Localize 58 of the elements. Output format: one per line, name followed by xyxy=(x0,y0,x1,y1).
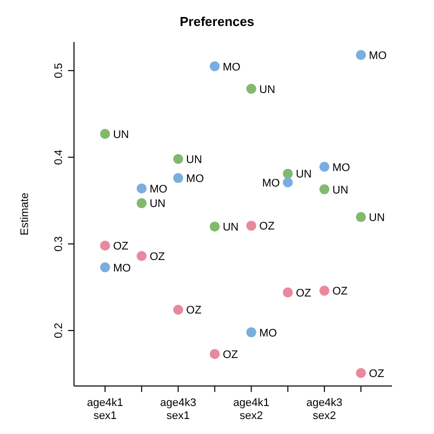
y-tick-label: 0.5 xyxy=(53,62,65,78)
point xyxy=(282,168,293,179)
point xyxy=(356,50,366,60)
point xyxy=(173,304,184,315)
point xyxy=(173,173,184,184)
point xyxy=(136,251,147,262)
text: UN xyxy=(296,168,312,181)
text: OZ xyxy=(368,368,384,380)
point xyxy=(282,287,293,298)
y-axis-title: Estimate xyxy=(18,192,31,236)
text: UN xyxy=(259,84,276,96)
point xyxy=(356,212,366,222)
x-tick-label: age4k1 sex2 xyxy=(233,397,270,422)
text: OZ xyxy=(296,287,312,300)
text: OZ xyxy=(150,251,165,264)
y-tick-label: 0.3 xyxy=(53,236,65,252)
point xyxy=(319,184,330,194)
point xyxy=(246,327,256,338)
text: UN xyxy=(113,128,129,141)
point xyxy=(356,368,366,378)
text: MO xyxy=(368,50,387,62)
point xyxy=(100,262,110,272)
point xyxy=(246,84,256,94)
point xyxy=(100,240,110,251)
point xyxy=(282,177,293,188)
series-label: MO xyxy=(262,177,280,190)
text: OZ xyxy=(186,304,202,317)
chart-title: Preferences xyxy=(178,13,256,31)
series-label: OZ xyxy=(113,240,129,253)
text: MO xyxy=(150,183,168,196)
text: OZ xyxy=(259,220,275,233)
text: MO xyxy=(186,173,204,186)
point xyxy=(136,183,147,194)
point xyxy=(210,348,220,359)
point xyxy=(173,154,184,164)
text: UN xyxy=(332,184,348,196)
point xyxy=(210,222,220,232)
series-label: UN xyxy=(186,154,202,166)
x-tick-label: age4k1 sex1 xyxy=(87,397,124,422)
y-tick-label: 0.4 xyxy=(53,150,65,165)
text: MO xyxy=(332,162,350,174)
text: MO xyxy=(113,262,131,274)
point xyxy=(100,128,110,139)
x-tick-label: age4k3 sex2 xyxy=(306,397,342,422)
point xyxy=(136,198,147,208)
point xyxy=(246,220,256,231)
text: UN xyxy=(222,222,239,234)
text: OZ xyxy=(332,286,348,298)
text: OZ xyxy=(222,348,238,361)
point xyxy=(319,162,330,172)
point xyxy=(210,61,220,72)
text: UN xyxy=(368,212,385,224)
text: UN xyxy=(150,198,166,210)
text: MO xyxy=(222,61,240,74)
text: MO xyxy=(259,327,278,340)
y-tick-label: 0.2 xyxy=(53,322,65,338)
point xyxy=(319,286,330,296)
x-tick-label: age4k3 sex1 xyxy=(160,397,196,422)
